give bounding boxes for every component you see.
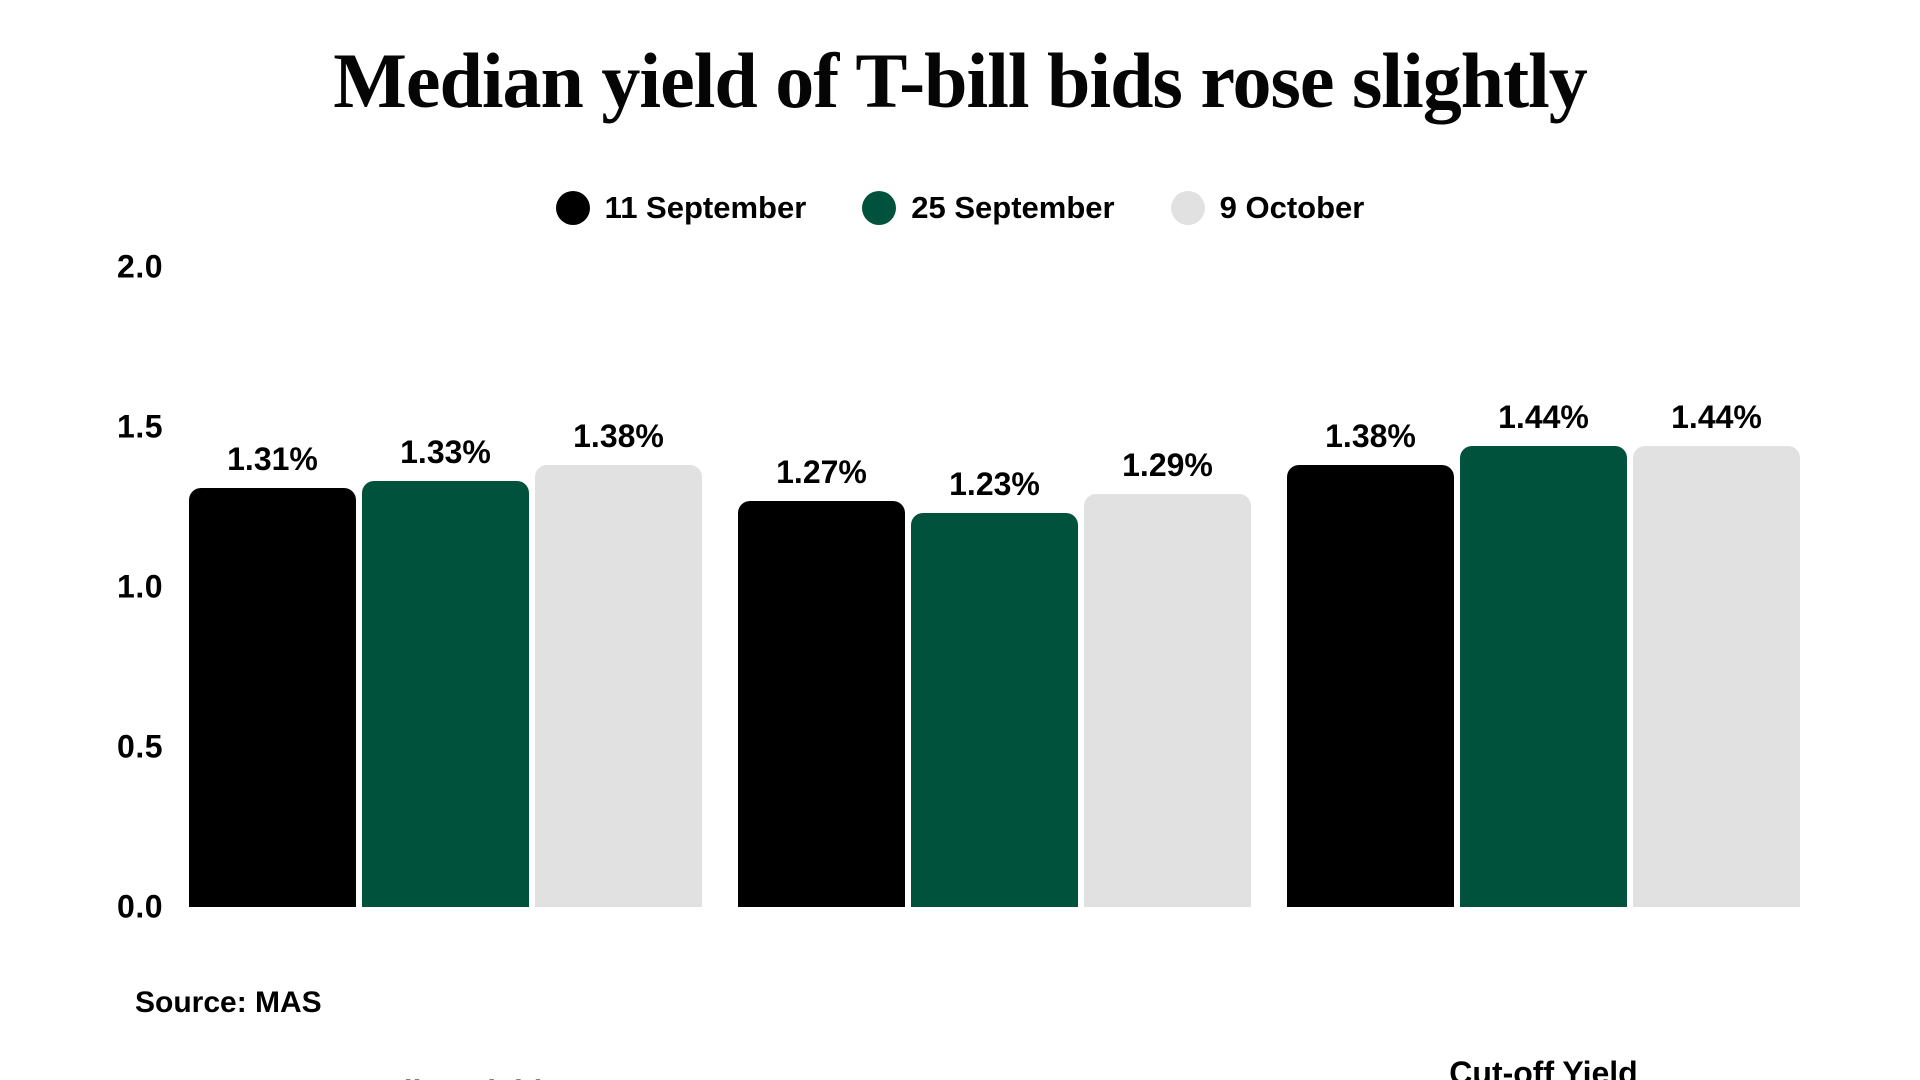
bar-column: 1.44% [1460,399,1627,907]
bar [1287,465,1454,907]
bar-group-median-yield: 1.31% 1.33% 1.38% Median Yield [189,418,702,1080]
bar [1460,446,1627,907]
y-tick-label: 2.0 [117,248,163,285]
chart-title: Median yield of T-bill bids rose slightl… [333,37,1588,124]
bar-column: 1.44% [1633,399,1800,907]
category-label: Median Yield [349,1074,543,1080]
bar-column: 1.38% [1287,418,1454,907]
bar-column: 1.29% [1084,447,1251,907]
y-tick-label: 1.5 [117,408,163,445]
bar-value-label: 1.44% [1671,399,1762,436]
plot-area: 1.31%1.33%1.38%Median Yield1.27%1.23%1.2… [189,267,1800,1080]
bar-column: 1.23% [911,466,1078,907]
legend-item: 11 September [555,190,807,226]
bar-column: 1.31% [189,441,356,907]
bar-row: 1.38% 1.44% 1.44% [1287,399,1800,907]
bar [189,487,356,907]
bar-column: 1.33% [362,434,529,907]
bar-group-average-yield: 1.27%1.23%1.29%Average Yield [738,447,1251,907]
legend: 11 September 25 September 9 October [0,190,1920,226]
bar-value-label: 1.29% [1122,447,1213,484]
source-note: Source: MAS [135,986,322,1019]
legend-label: 25 September [911,190,1115,225]
bar-value-label: 1.38% [573,418,664,455]
bar-row: 1.27% 1.23% 1.29% [738,447,1251,907]
category-label: Cut-off Yield [1449,1055,1638,1080]
bar [738,500,905,907]
bar [1633,446,1800,907]
bar-column: 1.27% [738,454,905,907]
legend-dot-icon [862,191,897,225]
bar-group-cut-off-yield: 1.38% 1.44% 1.44% Cut-off Yield [1287,399,1800,1080]
bar-value-label: 1.44% [1498,399,1589,436]
bar [911,513,1078,907]
bar [362,481,529,907]
y-tick-label: 1.0 [117,568,163,605]
bar-column: 1.38% [535,418,702,907]
bar-value-label: 1.38% [1325,418,1416,455]
bar-value-label: 1.27% [776,453,867,490]
bar-value-label: 1.33% [400,434,491,471]
bar-value-label: 1.23% [949,466,1040,503]
bar [1084,494,1251,907]
legend-dot-icon [1170,191,1205,225]
y-tick-label: 0.0 [117,888,163,925]
bar [535,465,702,907]
legend-item: 9 October [1170,190,1365,226]
legend-label: 11 September [604,190,807,225]
legend-label: 9 October [1219,190,1365,225]
legend-item: 25 September [862,190,1115,226]
legend-dot-icon [555,191,590,225]
bar-row: 1.31% 1.33% 1.38% [189,418,702,907]
y-tick-label: 0.5 [117,728,163,765]
bar-value-label: 1.31% [227,440,318,477]
